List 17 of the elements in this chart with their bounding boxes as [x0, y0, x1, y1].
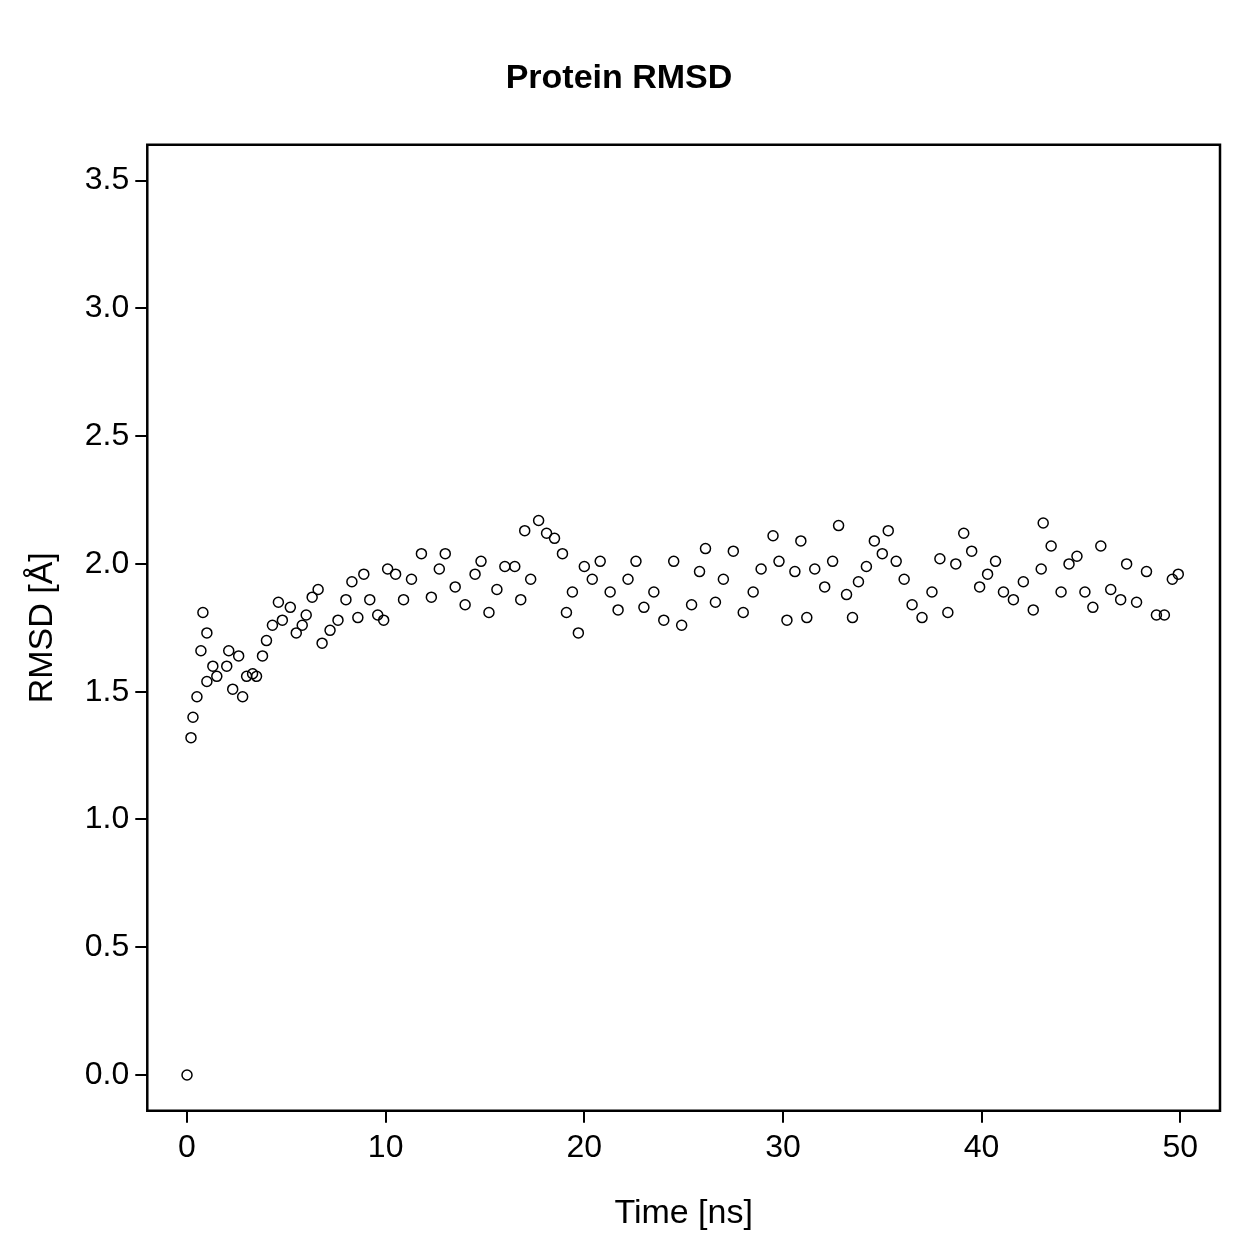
chart-title: Protein RMSD	[505, 56, 733, 95]
y-tick-label: 1.0	[84, 799, 130, 836]
y-tick-label: 2.0	[84, 543, 130, 580]
y-tick-label: 3.0	[84, 288, 130, 325]
y-tick-label: 3.5	[84, 160, 130, 197]
x-tick-label: 50	[1162, 1127, 1199, 1164]
x-tick-label: 30	[765, 1127, 801, 1164]
y-tick-label: 0.0	[84, 1054, 130, 1091]
x-axis-title: Time [ns]	[614, 1191, 753, 1230]
y-tick-label: 0.5	[84, 927, 130, 964]
x-tick-label: 0	[178, 1127, 196, 1164]
y-tick-label: 1.5	[84, 671, 130, 708]
y-axis-title: RMSD [Å]	[20, 552, 59, 704]
x-tick-label: 10	[367, 1127, 404, 1164]
y-tick-label: 2.5	[84, 415, 130, 452]
x-tick-label: 40	[963, 1127, 1000, 1164]
x-tick-label: 20	[566, 1127, 603, 1164]
